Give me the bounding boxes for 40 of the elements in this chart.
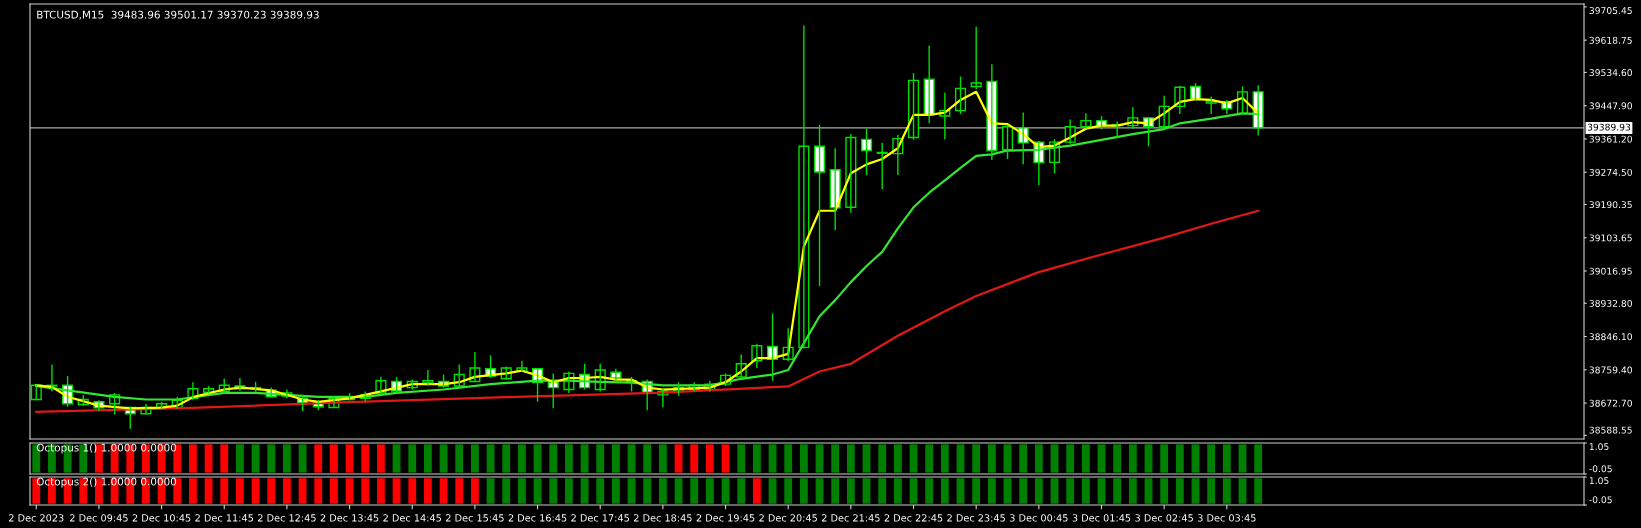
y-tick-label: 1.05 [1589,477,1609,485]
y-tick-label: 39447.90 [1589,102,1632,110]
x-tick-label: 2 Dec 10:45 [132,514,191,522]
y-tick-label: 39103.65 [1589,234,1632,242]
x-tick-label: 2 Dec 12:45 [258,514,316,522]
x-tick-label: 2 Dec 19:45 [696,514,755,522]
y-tick-label: 39190.35 [1589,201,1632,209]
x-tick-label: 2 Dec 15:45 [446,514,504,522]
y-tick-label: 38932.80 [1589,299,1632,307]
y-tick-label: 38672.70 [1589,399,1632,407]
y-tick-label: 39534.60 [1589,69,1632,77]
x-tick-label: 2 Dec 18:45 [633,514,692,522]
y-tick-label: 39618.75 [1589,36,1632,44]
y-tick-label: 39274.50 [1589,168,1632,176]
y-tick-label: 39705.45 [1589,7,1632,14]
x-tick-label: 2 Dec 16:45 [508,514,567,522]
ref-line-label: 39389.93 [1587,123,1631,131]
x-tick-label: 2 Dec 23:45 [947,514,1005,522]
x-tick-label: 2 Dec 11:45 [195,514,253,522]
y-tick-label: 39361.20 [1589,135,1632,143]
y-tick-label: -0.05 [1589,465,1612,473]
y-tick-label: 39016.95 [1589,267,1632,275]
x-tick-label: 2 Dec 14:45 [383,514,441,522]
y-tick-label: 38759.40 [1589,366,1632,374]
x-tick-label: 3 Dec 01:45 [1072,514,1131,522]
x-tick-label: 2 Dec 2023 [9,514,64,522]
x-tick-label: 3 Dec 02:45 [1135,514,1193,522]
y-tick-label: -0.05 [1589,496,1612,504]
x-tick-label: 2 Dec 17:45 [571,514,629,522]
text: BTCUSD,M15 39483.96 39501.17 39370.23 39389.93 [37,10,319,20]
y-tick-label: 38846.10 [1589,333,1632,341]
x-tick-label: 2 Dec 21:45 [821,514,880,522]
x-tick-label: 2 Dec 22:45 [884,514,943,522]
x-tick-label: 2 Dec 13:45 [320,514,379,522]
x-tick-label: 3 Dec 03:45 [1197,514,1256,522]
x-tick-label: 3 Dec 00:45 [1009,514,1068,522]
x-tick-label: 2 Dec 20:45 [759,514,817,522]
x-tick-label: 2 Dec 09:45 [70,514,128,522]
y-tick-label: 38588.55 [1589,426,1632,434]
y-tick-label: 1.05 [1589,443,1609,451]
